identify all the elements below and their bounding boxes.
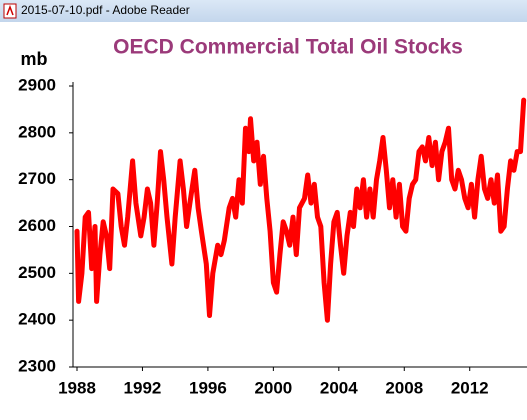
- x-tick-label: 1988: [58, 378, 96, 397]
- y-tick-label: 2300: [18, 356, 56, 375]
- y-tick-label: 2900: [18, 75, 56, 94]
- y-axis-label: mb: [21, 49, 48, 69]
- title-bar: [0, 0, 527, 22]
- y-tick-label: 2400: [18, 310, 56, 329]
- x-tick-label: 2000: [254, 378, 292, 397]
- x-tick-label: 1996: [189, 378, 227, 397]
- y-tick-label: 2700: [18, 169, 56, 188]
- app-icon-glyph: [6, 4, 14, 16]
- y-tick-label: 2600: [18, 216, 56, 235]
- chart-title: OECD Commercial Total Oil Stocks: [113, 36, 463, 59]
- y-tick-label: 2500: [18, 263, 56, 282]
- x-tick-label: 1992: [124, 378, 162, 397]
- x-tick-label: 2004: [320, 378, 358, 397]
- window-title: 2015-07-10.pdf - Adobe Reader: [21, 3, 190, 17]
- data-line: [74, 97, 527, 323]
- y-tick-label: 2800: [18, 122, 56, 141]
- x-tick-label: 2008: [385, 378, 423, 397]
- x-tick-label: 2012: [451, 378, 489, 397]
- chart-area: [0, 22, 527, 420]
